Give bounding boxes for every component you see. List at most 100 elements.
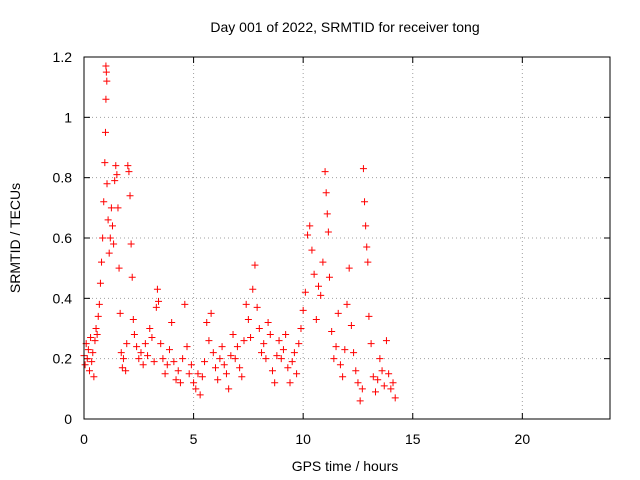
data-point <box>295 340 303 348</box>
data-point <box>238 373 246 381</box>
data-point <box>157 340 165 348</box>
x-tick-label: 5 <box>190 431 198 447</box>
data-point <box>220 361 228 369</box>
data-point <box>201 358 209 366</box>
data-point <box>334 309 342 317</box>
data-point <box>209 349 217 357</box>
y-tick-label: 0.4 <box>53 290 73 306</box>
data-point <box>108 222 116 230</box>
data-point <box>194 370 202 378</box>
data-point <box>190 379 198 387</box>
data-point <box>125 168 133 176</box>
data-points <box>80 62 399 405</box>
data-point <box>319 258 327 266</box>
data-point <box>214 376 222 384</box>
data-point <box>119 355 127 363</box>
data-point <box>150 358 158 366</box>
data-point <box>92 325 100 332</box>
data-point <box>271 379 279 387</box>
data-point <box>105 249 113 257</box>
data-point <box>229 331 237 339</box>
data-point <box>273 352 281 360</box>
plot-frame <box>83 56 611 420</box>
data-point <box>233 343 241 351</box>
data-point <box>117 349 125 357</box>
data-point <box>286 379 294 387</box>
data-point <box>251 261 259 269</box>
data-point <box>343 300 351 308</box>
data-point <box>207 309 215 317</box>
data-point <box>130 331 138 339</box>
data-point <box>284 364 292 372</box>
data-point <box>95 300 103 308</box>
data-point <box>185 370 193 378</box>
data-point <box>225 385 233 393</box>
data-point <box>141 340 149 348</box>
data-point <box>137 349 145 357</box>
data-point <box>299 306 307 314</box>
data-point <box>378 367 386 375</box>
data-point <box>192 385 200 393</box>
data-point <box>101 128 109 136</box>
data-point <box>144 352 152 360</box>
data-point <box>152 303 160 311</box>
data-point <box>350 349 358 357</box>
data-point <box>236 364 244 372</box>
x-tick-label: 20 <box>515 431 531 447</box>
data-point <box>133 343 141 351</box>
data-point <box>135 355 143 363</box>
data-point <box>315 282 323 290</box>
data-point <box>297 325 305 332</box>
data-point <box>312 315 320 323</box>
data-point <box>268 367 276 375</box>
data-point <box>104 216 112 224</box>
data-point <box>88 358 96 366</box>
data-point <box>330 355 338 363</box>
data-point <box>382 337 390 345</box>
data-point <box>116 309 124 317</box>
data-point <box>231 355 239 363</box>
x-axis-label: GPS time / hours <box>292 458 399 474</box>
data-point <box>321 168 329 176</box>
data-point <box>103 77 111 85</box>
data-point <box>328 328 336 336</box>
data-point <box>148 334 156 342</box>
data-point <box>153 285 161 293</box>
data-point <box>240 337 248 345</box>
data-point <box>83 355 91 363</box>
y-axis-label: SRMTID / TECUs <box>7 183 23 293</box>
data-point <box>126 192 134 200</box>
data-point <box>181 300 189 308</box>
data-point <box>205 337 213 345</box>
data-point <box>94 312 102 320</box>
data-point <box>376 355 384 363</box>
data-point <box>249 285 257 293</box>
data-point <box>323 210 331 218</box>
data-point <box>332 343 340 351</box>
data-point <box>103 180 111 188</box>
data-point <box>354 379 362 387</box>
data-point <box>356 397 364 405</box>
data-point <box>345 264 353 272</box>
data-point <box>282 331 290 339</box>
data-point <box>352 367 360 375</box>
chart-title: Day 001 of 2022, SRMTID for receiver ton… <box>210 19 479 35</box>
data-point <box>361 198 369 206</box>
y-tick-label: 0.2 <box>53 351 73 367</box>
data-point <box>113 171 121 179</box>
data-point <box>129 315 137 323</box>
data-point <box>262 355 270 363</box>
data-point <box>174 367 182 375</box>
data-point <box>84 346 92 354</box>
data-point <box>93 331 101 339</box>
x-tick-label: 15 <box>405 431 421 447</box>
data-point <box>123 340 131 348</box>
data-point <box>277 355 285 363</box>
y-tick-label: 0 <box>64 411 72 427</box>
data-point <box>365 312 373 320</box>
data-point <box>258 349 266 357</box>
y-tick-label: 1.2 <box>53 49 73 65</box>
data-point <box>339 373 347 381</box>
data-point <box>102 68 110 76</box>
